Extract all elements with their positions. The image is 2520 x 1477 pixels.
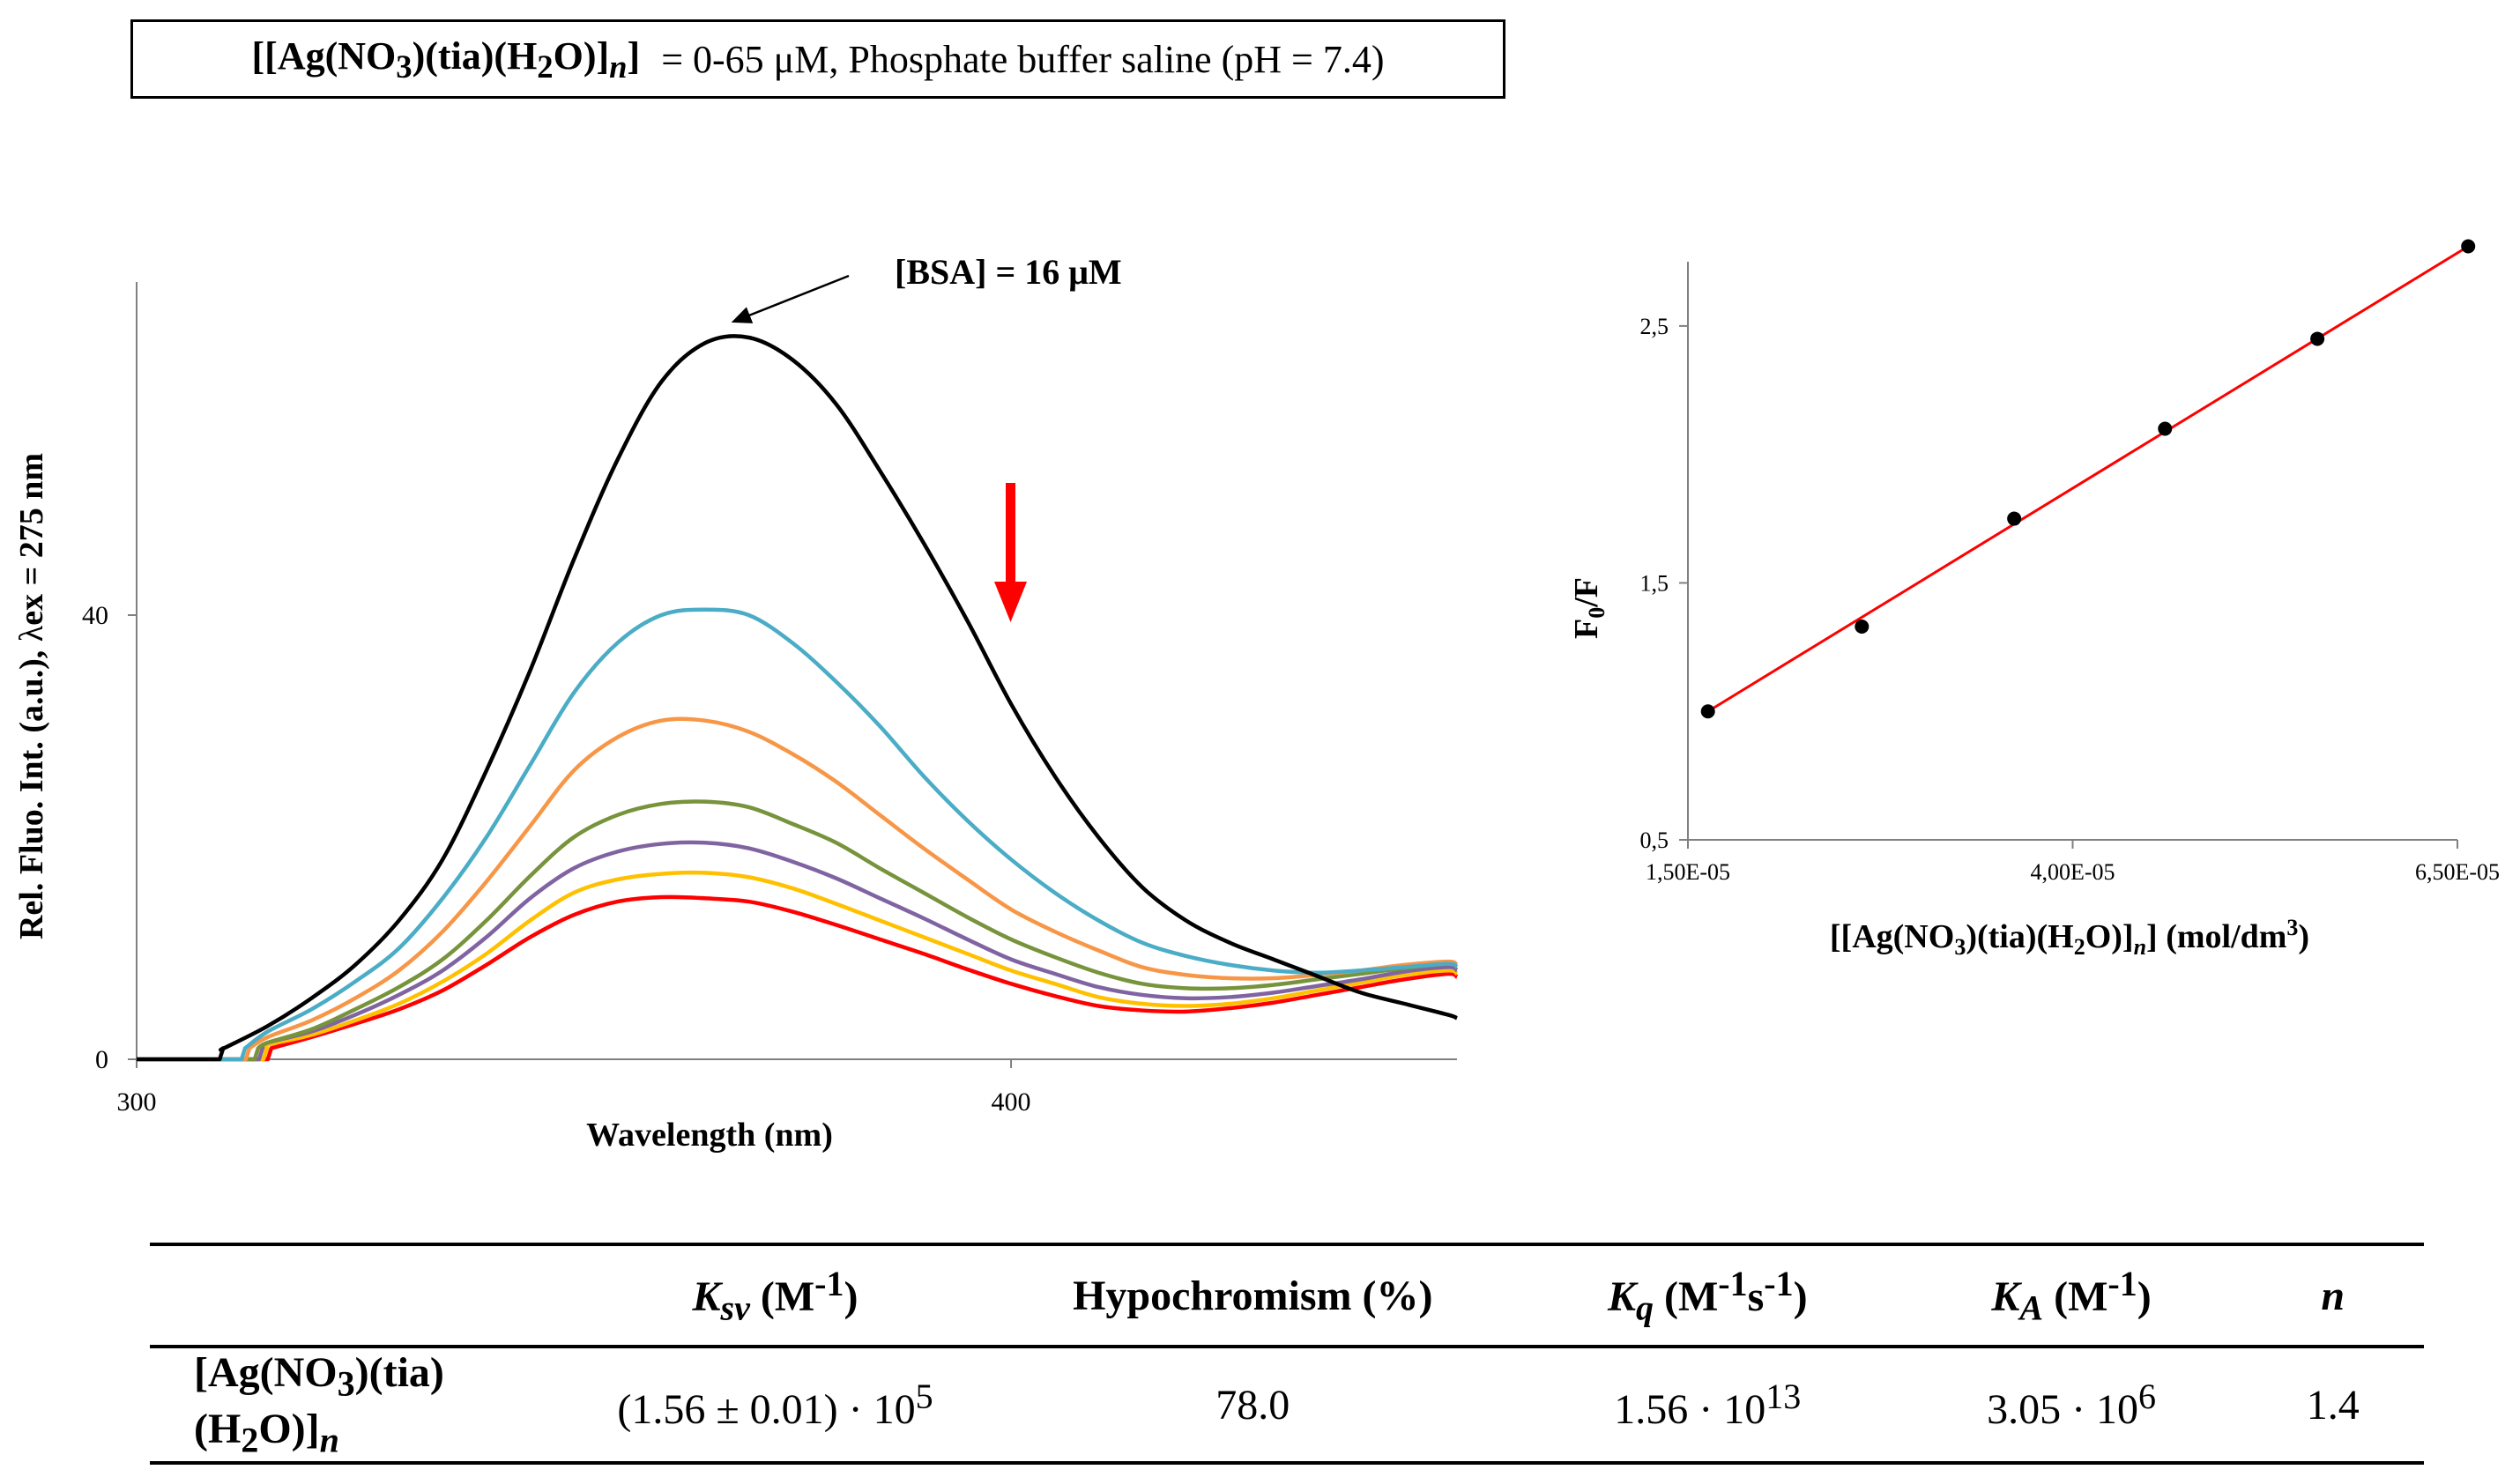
header-blank	[150, 1244, 559, 1347]
spectrum-line	[137, 607, 1459, 1062]
header-ka: KA (M-1)	[1991, 1263, 2152, 1328]
quench-arrow-head	[994, 582, 1027, 622]
spectra-y-tick-label: 40	[82, 601, 108, 630]
sv-y-tick-label: 1,5	[1640, 570, 1669, 596]
sv-y-label: F0/F	[1568, 577, 1609, 639]
fluorescence-spectra-chart: 300 400 0 40 [BSA] = 16 μM Rel. Fluo. Int. …	[13, 252, 1459, 1154]
cell-hypochromism: 78.0	[1215, 1381, 1290, 1429]
sv-y-tick-label: 0,5	[1640, 828, 1669, 853]
sv-x-tick-label: 6,50E-05	[2415, 859, 2500, 885]
conditions-text: = 0-65 μM, Phosphate buffer saline (pH =…	[661, 37, 1385, 81]
sv-x-tick-label: 4,00E-05	[2030, 859, 2115, 885]
sv-fit-line	[1706, 245, 2470, 713]
cell-ka: 3.05 · 106	[1987, 1377, 2157, 1433]
spectrum-line	[137, 799, 1459, 1062]
row-compound-label: [Ag(NO3)(tia)(H2O)]n	[194, 1349, 444, 1460]
spectra-axes: 300 400 0 40	[82, 282, 1457, 1117]
spectra-x-tick-label: 300	[117, 1087, 157, 1117]
results-table-wrapper: Ksv (M-1) Hypochromism (%) Kq (M-1s-1) K…	[150, 1243, 2424, 1465]
table-row: [Ag(NO3)(tia)(H2O)]n (1.56 ± 0.01) · 105…	[150, 1347, 2424, 1463]
bsa-pointer-arrow	[731, 274, 850, 323]
quench-arrow-shaft	[1006, 483, 1015, 589]
spectrum-line	[137, 334, 1458, 1062]
sv-axes: 1,50E-05 4,00E-05 6,50E-05 0,5 1,5 2,5	[1640, 262, 2500, 885]
spectra-y-label: Rel. Fluo. Int. (a.u.), λex = 275 nm	[13, 453, 50, 939]
sv-data-point	[2158, 421, 2173, 436]
cell-kq: 1.56 · 1013	[1614, 1377, 1802, 1433]
spectrum-line	[137, 894, 1459, 1062]
header-hypochromism: Hypochromism (%)	[1073, 1272, 1433, 1319]
sv-data-point	[1700, 704, 1715, 719]
sv-points-group	[1700, 239, 2476, 719]
cell-n: 1.4	[2306, 1381, 2360, 1429]
sv-x-tick-label: 1,50E-05	[1646, 859, 1730, 885]
sv-data-point	[2461, 239, 2476, 254]
header-ksv: Ksv (M-1)	[692, 1263, 859, 1328]
spectrum-line	[137, 716, 1459, 1062]
spectrum-line	[137, 840, 1459, 1062]
cell-ksv: (1.56 ± 0.01) · 105	[617, 1377, 933, 1433]
spectra-x-label: Wavelength (nm)	[586, 1117, 833, 1154]
header-kq: Kq (M-1s-1)	[1607, 1263, 1808, 1328]
sv-x-label: [[Ag(NO3)(tia)(H2O)]n] (mol/dm3)	[1830, 915, 2309, 960]
conditions-box: [[Ag(NO3)(tia)(H2O)]n] = 0-65 μM, Phospha…	[130, 19, 1505, 99]
sv-data-point	[2007, 511, 2022, 526]
sv-y-tick-label: 2,5	[1640, 314, 1669, 339]
sv-data-point	[2310, 331, 2325, 346]
compound-formula: [[Ag(NO3)(tia)(H2O)]n]	[251, 33, 641, 85]
sv-data-point	[1855, 620, 1870, 635]
spectrum-line	[137, 870, 1459, 1062]
spectra-x-tick-label: 400	[992, 1087, 1031, 1117]
bsa-annotation: [BSA] = 16 μM	[895, 252, 1122, 292]
table-header-row: Ksv (M-1) Hypochromism (%) Kq (M-1s-1) K…	[150, 1244, 2424, 1347]
results-table: Ksv (M-1) Hypochromism (%) Kq (M-1s-1) K…	[150, 1243, 2424, 1465]
header-n: n	[2321, 1272, 2345, 1319]
spectra-series-group	[137, 334, 1459, 1062]
spectra-y-tick-label: 0	[95, 1045, 108, 1074]
quench-arrow	[994, 483, 1027, 622]
